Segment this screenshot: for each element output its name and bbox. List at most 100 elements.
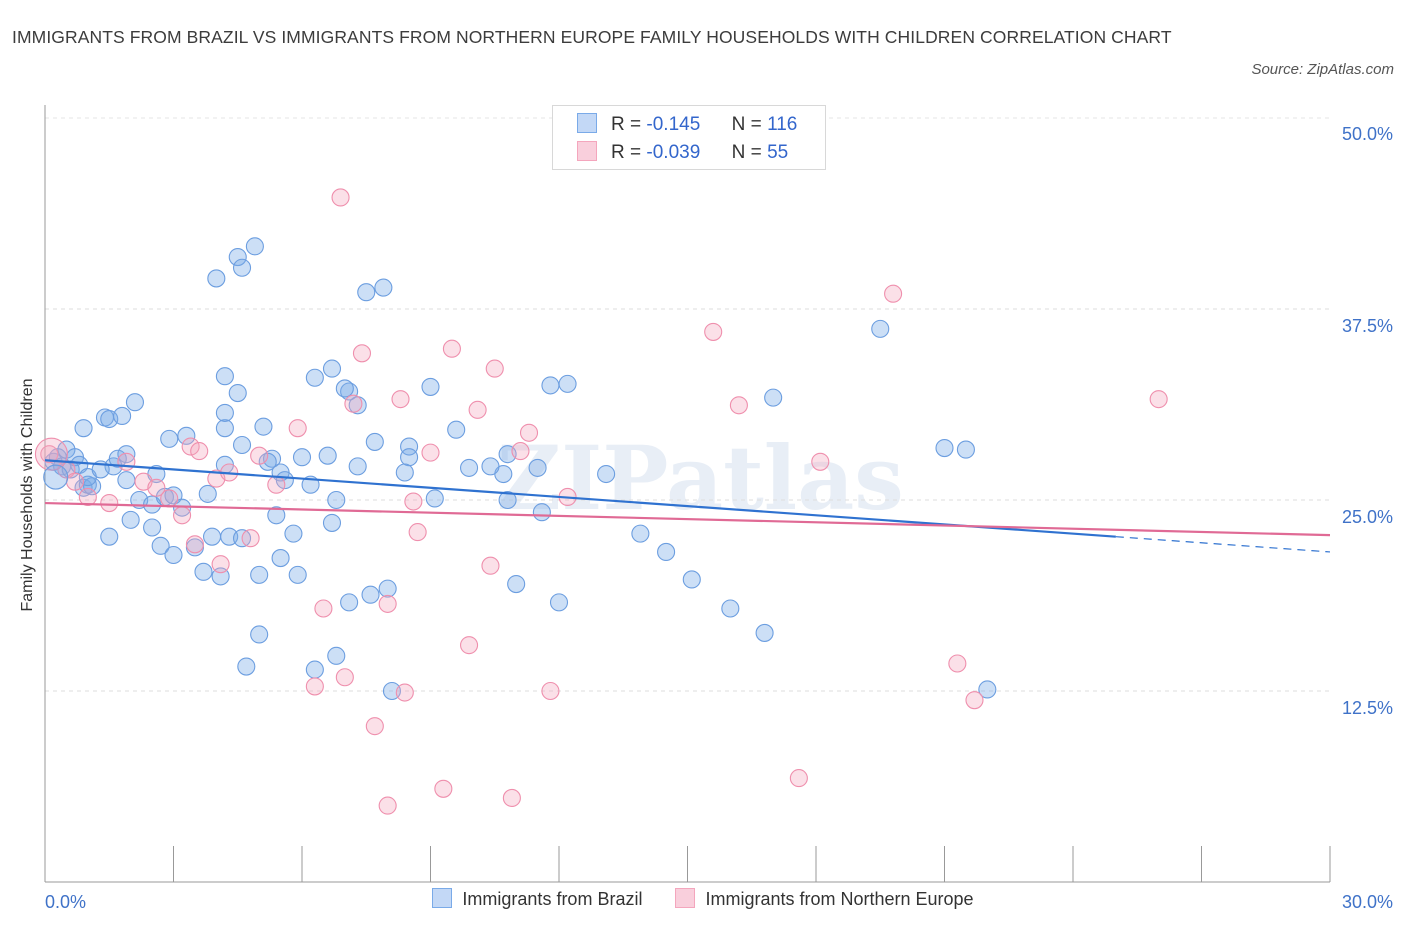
data-point-brazil bbox=[318, 446, 337, 465]
legend-item-northern-europe[interactable]: Immigrants from Northern Europe bbox=[675, 888, 974, 910]
data-point-brazil bbox=[43, 464, 69, 490]
r-value-brazil: -0.145 bbox=[646, 114, 701, 135]
legend-swatch-brazil bbox=[577, 113, 597, 133]
data-point-brazil bbox=[549, 593, 569, 612]
data-point-brazil bbox=[250, 625, 269, 644]
data-point-northern-europe bbox=[344, 394, 363, 413]
data-point-northern-europe bbox=[811, 452, 830, 471]
data-point-brazil bbox=[421, 377, 440, 396]
data-point-northern-europe bbox=[147, 478, 166, 497]
data-point-northern-europe bbox=[511, 442, 530, 461]
data-point-brazil bbox=[365, 432, 384, 451]
data-point-brazil bbox=[340, 593, 359, 612]
data-point-brazil bbox=[532, 503, 551, 522]
data-point-brazil bbox=[935, 438, 954, 458]
data-point-northern-europe bbox=[314, 599, 333, 618]
data-point-brazil bbox=[215, 419, 234, 438]
data-point-northern-europe bbox=[241, 529, 260, 548]
data-point-northern-europe bbox=[704, 322, 723, 341]
data-point-brazil bbox=[83, 477, 102, 496]
data-point-brazil bbox=[721, 599, 740, 618]
y-tick-label: 37.5% bbox=[1342, 316, 1393, 336]
data-point-brazil bbox=[198, 484, 217, 503]
data-point-brazil bbox=[400, 448, 419, 467]
r-value-northern-europe: -0.039 bbox=[646, 142, 701, 163]
data-point-brazil bbox=[956, 440, 975, 459]
data-point-northern-europe bbox=[352, 344, 372, 363]
data-point-northern-europe bbox=[948, 654, 967, 673]
data-point-northern-europe bbox=[378, 594, 397, 613]
data-point-brazil bbox=[100, 527, 119, 546]
data-point-brazil bbox=[558, 374, 577, 393]
data-point-brazil bbox=[395, 463, 414, 482]
series-legend: Immigrants from Brazil Immigrants from N… bbox=[0, 888, 1406, 910]
data-point-northern-europe bbox=[117, 452, 136, 471]
data-point-brazil bbox=[305, 368, 324, 387]
data-point-brazil bbox=[292, 448, 312, 467]
data-point-brazil bbox=[481, 457, 500, 476]
data-point-brazil bbox=[378, 579, 397, 598]
n-label: N = bbox=[731, 142, 762, 163]
data-point-brazil bbox=[177, 426, 196, 445]
data-point-brazil bbox=[228, 247, 247, 267]
data-point-brazil bbox=[254, 417, 273, 436]
y-tick-label: 25.0% bbox=[1342, 507, 1393, 527]
legend-swatch-northern-europe bbox=[577, 141, 597, 161]
legend-item-brazil[interactable]: Immigrants from Brazil bbox=[432, 888, 642, 910]
data-point-brazil bbox=[322, 359, 342, 378]
data-point-brazil bbox=[250, 565, 269, 584]
data-point-brazil bbox=[267, 506, 286, 525]
data-point-brazil bbox=[447, 420, 466, 439]
data-point-brazil bbox=[125, 393, 144, 412]
legend-label-brazil: Immigrants from Brazil bbox=[462, 889, 643, 909]
data-point-brazil bbox=[164, 545, 183, 565]
data-point-brazil bbox=[113, 406, 132, 426]
data-point-northern-europe bbox=[78, 487, 97, 506]
data-point-northern-europe bbox=[250, 446, 269, 465]
y-tick-label: 12.5% bbox=[1342, 698, 1393, 718]
data-point-northern-europe bbox=[884, 284, 903, 303]
data-point-brazil bbox=[498, 490, 517, 510]
trend-line-northern-europe bbox=[44, 501, 1331, 537]
chart-title: IMMIGRANTS FROM BRAZIL VS IMMIGRANTS FRO… bbox=[12, 27, 1172, 47]
data-point-brazil bbox=[194, 562, 213, 581]
data-point-brazil bbox=[160, 429, 179, 448]
source-label: Source: ZipAtlas.com bbox=[1251, 61, 1394, 78]
data-point-brazil bbox=[215, 403, 234, 422]
data-point-brazil bbox=[528, 458, 547, 477]
trend-line-brazil bbox=[44, 459, 1116, 538]
data-point-brazil bbox=[631, 524, 650, 543]
data-point-northern-europe bbox=[100, 494, 119, 513]
data-point-brazil bbox=[361, 585, 380, 604]
data-point-brazil bbox=[288, 565, 307, 584]
legend-swatch-northern-europe bbox=[675, 888, 696, 908]
data-point-brazil bbox=[374, 278, 393, 297]
data-point-brazil bbox=[327, 490, 346, 510]
n-value-northern-europe: 55 bbox=[767, 142, 789, 163]
data-point-northern-europe bbox=[391, 390, 410, 409]
data-point-brazil bbox=[228, 383, 247, 403]
data-point-northern-europe bbox=[267, 475, 286, 494]
r-label: R = bbox=[611, 142, 642, 163]
stats-legend-row-brazil: R = -0.145 N = 116 bbox=[577, 113, 797, 139]
data-point-northern-europe bbox=[459, 636, 479, 655]
data-point-northern-europe bbox=[365, 717, 384, 736]
data-point-brazil bbox=[232, 435, 252, 455]
x-tick-label: 30.0% bbox=[1342, 892, 1393, 912]
data-point-brazil bbox=[143, 518, 162, 537]
data-point-brazil bbox=[755, 623, 774, 642]
data-point-brazil bbox=[459, 458, 479, 477]
legend-swatch-brazil bbox=[432, 888, 453, 908]
data-point-brazil bbox=[275, 471, 294, 490]
data-point-brazil bbox=[322, 513, 342, 532]
data-point-brazil bbox=[121, 510, 140, 529]
data-point-northern-europe bbox=[173, 506, 192, 525]
data-point-northern-europe bbox=[421, 443, 440, 462]
data-point-northern-europe bbox=[519, 423, 539, 442]
data-point-northern-europe bbox=[408, 523, 427, 542]
n-label: N = bbox=[731, 114, 762, 135]
data-point-northern-europe bbox=[211, 555, 230, 574]
data-point-brazil bbox=[657, 542, 676, 562]
y-tick-label: 50.0% bbox=[1342, 124, 1393, 144]
